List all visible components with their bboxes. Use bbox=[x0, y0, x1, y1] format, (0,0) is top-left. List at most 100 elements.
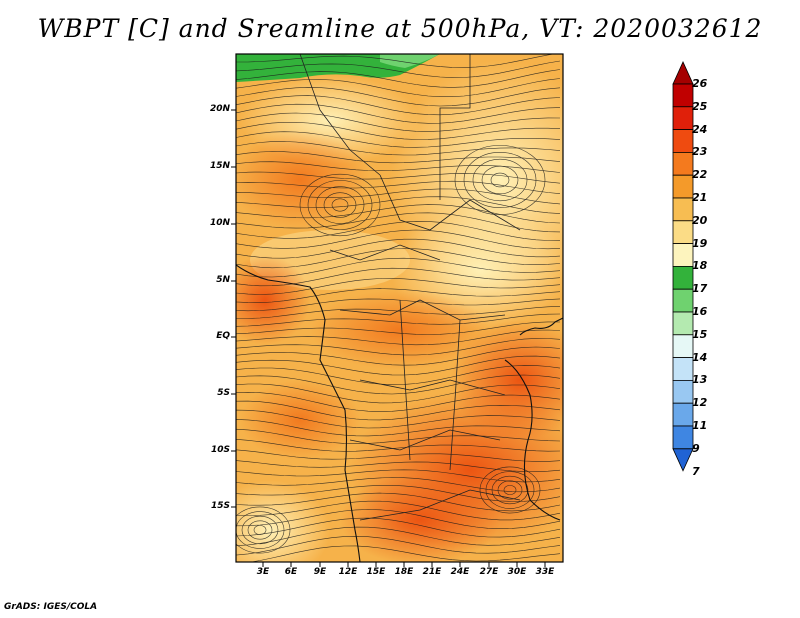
colorbar-bottom-arrow bbox=[672, 448, 694, 472]
streamline bbox=[236, 188, 561, 205]
streamline-vortex bbox=[485, 471, 535, 509]
colorbar-segment bbox=[672, 220, 694, 245]
lon-label: 3E bbox=[256, 567, 270, 577]
streamline bbox=[236, 346, 561, 366]
streamline bbox=[236, 180, 561, 194]
streamline bbox=[236, 383, 561, 404]
streamline bbox=[236, 365, 561, 385]
streamline-vortex bbox=[236, 506, 291, 554]
colorbar-segment bbox=[672, 265, 694, 290]
streamline bbox=[236, 329, 561, 346]
colorbar-label: 12 bbox=[692, 396, 708, 410]
colorbar-segment bbox=[672, 106, 694, 130]
streamline-vortex bbox=[253, 525, 267, 535]
colorbar-segment bbox=[672, 243, 694, 267]
streamline-vortex bbox=[479, 466, 541, 514]
streamline-vortex bbox=[472, 158, 528, 202]
streamline-vortex bbox=[503, 485, 517, 495]
colorbar-segment bbox=[672, 334, 694, 358]
streamline bbox=[236, 238, 561, 259]
colorbar-label: 16 bbox=[692, 305, 708, 318]
streamline bbox=[236, 229, 561, 250]
streamline-vortex bbox=[307, 180, 373, 230]
colorbar-label: 22 bbox=[692, 168, 708, 182]
streamline-vortex bbox=[299, 173, 381, 237]
streamline bbox=[236, 517, 561, 538]
streamline-vortex bbox=[491, 475, 529, 505]
colorbar-label: 17 bbox=[692, 282, 708, 296]
lat-label: 15S bbox=[210, 501, 230, 511]
map-title: WBPT [C] and Sreamline at 500hPa, VT: 20… bbox=[37, 14, 763, 43]
colorbar-top-arrow bbox=[672, 61, 694, 85]
streamline bbox=[236, 54, 555, 68]
streamline bbox=[236, 60, 561, 78]
streamline-vortex bbox=[481, 165, 519, 195]
streamline bbox=[236, 103, 561, 124]
lat-label: 5S bbox=[217, 388, 230, 398]
colorbar-segment bbox=[672, 425, 694, 450]
lat-label: 5N bbox=[216, 275, 230, 285]
streamline bbox=[236, 485, 561, 502]
streamline bbox=[236, 428, 561, 445]
lat-label: EQ bbox=[216, 331, 230, 341]
streamline bbox=[236, 355, 561, 376]
streamline bbox=[236, 460, 561, 473]
streamline bbox=[236, 78, 561, 97]
streamline bbox=[236, 112, 561, 132]
streamline bbox=[236, 492, 561, 512]
streamline bbox=[236, 321, 561, 335]
colorbar-label: 23 bbox=[692, 145, 708, 159]
lon-label: 9E bbox=[313, 567, 327, 577]
streamline bbox=[236, 535, 561, 556]
streamline-vortex bbox=[236, 511, 285, 549]
streamline bbox=[236, 267, 561, 287]
lon-label: 15E bbox=[366, 567, 386, 577]
streamline bbox=[236, 526, 561, 547]
streamline bbox=[236, 298, 561, 312]
lon-label: 6E bbox=[284, 567, 298, 577]
streamline bbox=[236, 545, 561, 562]
lon-label: 12E bbox=[338, 567, 358, 577]
lon-label: 30E bbox=[507, 567, 527, 577]
colorbar-label: 18 bbox=[692, 259, 708, 273]
streamline bbox=[236, 469, 561, 483]
streamline-vortex bbox=[315, 186, 365, 224]
streamline bbox=[236, 374, 561, 395]
streamline bbox=[236, 449, 561, 462]
lat-label: 20N bbox=[209, 104, 230, 114]
colorbar-label: 26 bbox=[692, 77, 708, 90]
streamline bbox=[236, 313, 561, 327]
streamline bbox=[236, 95, 561, 116]
streamline-vortex bbox=[497, 480, 523, 500]
colorbar-label: 20 bbox=[692, 213, 708, 227]
colorbar-segment bbox=[672, 379, 694, 404]
streamline bbox=[236, 196, 561, 214]
streamline bbox=[236, 131, 561, 148]
colorbar-label: 7 bbox=[692, 464, 700, 478]
colorbar bbox=[672, 61, 694, 472]
lon-label: 27E bbox=[479, 567, 499, 577]
streamline bbox=[236, 87, 561, 107]
streamline bbox=[236, 220, 561, 241]
colorbar-label: 11 bbox=[692, 419, 708, 432]
colorbar-segment bbox=[672, 83, 694, 108]
colorbar-label: 14 bbox=[692, 350, 708, 364]
lon-label: 18E bbox=[394, 567, 414, 577]
streamline-vortex bbox=[490, 172, 510, 188]
streamline bbox=[236, 248, 561, 269]
streamline bbox=[236, 419, 561, 437]
streamline bbox=[236, 400, 561, 421]
lon-label: 24E bbox=[450, 567, 470, 577]
colorbar-segment bbox=[672, 174, 694, 199]
colorbar-label: 19 bbox=[692, 236, 708, 250]
streamline bbox=[236, 509, 561, 530]
streamline-vortex bbox=[241, 515, 279, 545]
streamline bbox=[236, 409, 561, 429]
colorbar-label: 13 bbox=[692, 373, 708, 387]
streamline-vortex bbox=[323, 192, 357, 218]
colorbar-segment bbox=[672, 357, 694, 381]
lon-label: 21E bbox=[422, 567, 442, 577]
colorbar-segment bbox=[672, 311, 694, 336]
colorbar-segment bbox=[672, 152, 694, 176]
